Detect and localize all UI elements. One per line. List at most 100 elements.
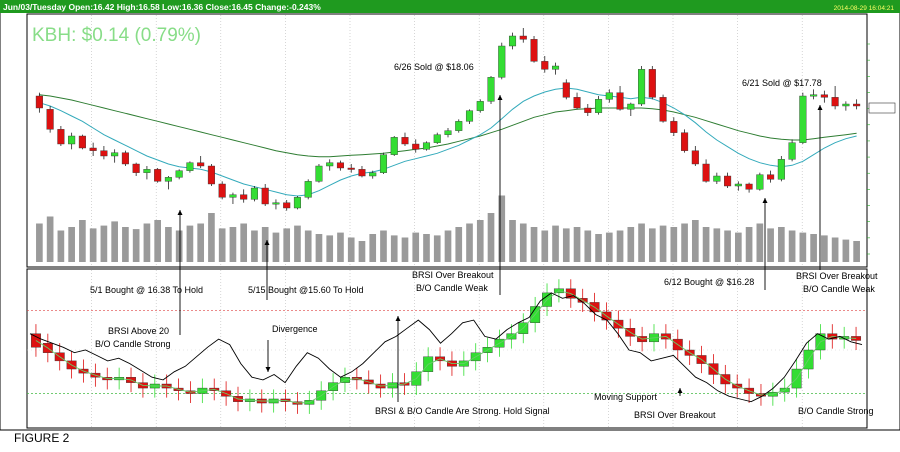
volume-bar <box>713 228 721 262</box>
volume-bar <box>272 232 280 262</box>
indicator-panel <box>26 268 868 429</box>
volume-bar <box>143 223 151 262</box>
candle-up <box>444 130 452 135</box>
volume-bar <box>659 225 667 262</box>
candle-up <box>788 142 796 160</box>
annotation-brsi-over-2: BRSI Over Breakout <box>634 410 716 420</box>
annotation-divergence: Divergence <box>272 324 318 334</box>
volume-bar <box>337 232 344 262</box>
volume-bar <box>605 232 613 262</box>
volume-bar <box>530 227 538 262</box>
current-price-box <box>868 102 896 114</box>
annotation-bought-2: 5/15 Bought @15.60 To Hold <box>248 285 364 295</box>
candle-up <box>315 165 323 182</box>
ticker-label: KBH: $0.14 (0.79%) <box>32 25 201 46</box>
volume-bar <box>46 216 54 262</box>
price-axis <box>867 43 896 255</box>
volume-bar <box>218 228 226 262</box>
candle-down <box>659 97 667 122</box>
volume-bar <box>423 234 430 262</box>
volume-bar <box>380 230 387 262</box>
volume-bar <box>799 232 807 262</box>
volume-bar <box>691 220 699 262</box>
volume-bar <box>756 223 764 262</box>
candle-up <box>508 35 517 47</box>
indicator-panel-bg <box>26 268 868 429</box>
candle-down <box>681 132 689 151</box>
candle-up <box>605 92 613 100</box>
indicator-lines <box>29 290 863 404</box>
volume-bar <box>57 230 65 262</box>
candle-up <box>326 162 334 167</box>
volume-bar <box>100 225 108 262</box>
ma-slow-line <box>39 94 857 158</box>
candle-up <box>638 69 646 105</box>
annotation-bo-strong-2: B/O Candle Strong <box>798 406 874 416</box>
volume-bar <box>369 234 377 262</box>
annotation-moving-support: Moving Support <box>594 392 658 402</box>
annotations: 6/26 Sold @ $18.06 6/21 Sold @ $17.78 5/… <box>90 62 878 420</box>
arrow-bought-2-head <box>264 240 270 245</box>
candle-up <box>68 135 76 145</box>
volume-bar <box>68 227 75 262</box>
volume-bar <box>552 225 559 262</box>
arrow-sold-1-head <box>497 95 503 100</box>
candle-down <box>197 162 205 167</box>
candle-down <box>831 97 839 107</box>
candle-down <box>519 35 527 40</box>
candle-up <box>465 110 474 122</box>
volume-bar <box>616 230 624 262</box>
volume-bar <box>509 220 516 262</box>
volume-bar <box>444 230 452 262</box>
volume-bar <box>487 213 495 262</box>
candle-down <box>207 165 215 185</box>
volume-bar <box>584 230 592 262</box>
candle-up <box>250 187 258 200</box>
candle-up <box>229 194 237 198</box>
annotation-brsi-over-1: BRSI Over Breakout <box>412 270 494 280</box>
volume-bar <box>842 239 850 262</box>
candle-up <box>498 45 506 78</box>
volume-bar <box>745 227 753 262</box>
candle-up <box>143 169 151 173</box>
volume-bar <box>154 220 161 262</box>
ma-fast-line <box>39 87 857 197</box>
volume-bar <box>831 237 839 262</box>
candle-down <box>616 92 624 110</box>
volume-bar <box>326 235 334 262</box>
candle-up <box>304 181 312 198</box>
volume-bar <box>347 237 355 262</box>
candle-down <box>745 183 753 190</box>
volume-bar <box>810 234 817 262</box>
candle-down <box>562 82 570 98</box>
volume-bar <box>476 220 484 262</box>
candle-up <box>164 177 172 182</box>
volume-bar <box>681 223 688 262</box>
candle-down <box>132 163 140 173</box>
volume-bar <box>573 227 581 262</box>
candle-down <box>218 183 226 198</box>
volume-bar <box>638 223 645 262</box>
candle-down <box>702 163 710 182</box>
arrow-hold-signal-head <box>395 316 401 321</box>
price-panel: KBH: $0.14 (0.79%) <box>26 13 896 268</box>
volume-bar <box>240 223 248 262</box>
signal-line <box>35 290 857 404</box>
volume-bar <box>165 227 172 262</box>
candle-down <box>336 162 345 169</box>
candle-up <box>422 142 431 150</box>
price-panel-bg <box>26 13 868 268</box>
candle-down <box>584 107 592 113</box>
annotation-bought-1: 5/1 Bought @ 16.38 To Hold <box>90 285 203 295</box>
candle-down <box>530 39 538 62</box>
candle-down <box>412 143 420 150</box>
annotation-sold-2: 6/21 Sold @ $17.78 <box>742 78 822 88</box>
volume-bar <box>197 223 205 262</box>
volume-bar <box>251 230 258 262</box>
moving-average-lines <box>39 87 857 197</box>
candle-down <box>573 97 581 109</box>
volume-bar <box>735 232 742 262</box>
candle-up <box>777 159 785 180</box>
volume-bar <box>390 235 398 262</box>
